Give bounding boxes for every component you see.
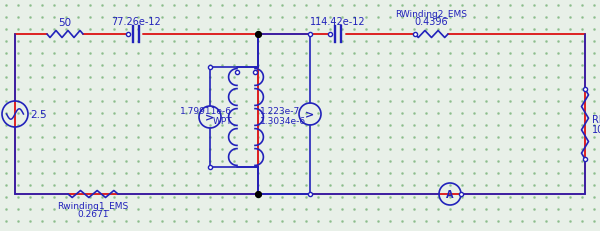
Text: Rload: Rload: [592, 115, 600, 125]
Text: 0.4396: 0.4396: [415, 17, 448, 27]
Text: 0.2671: 0.2671: [77, 209, 109, 218]
Text: 10: 10: [592, 125, 600, 134]
Text: 1.79911e-6: 1.79911e-6: [180, 107, 232, 116]
Text: 77.26e-12: 77.26e-12: [111, 17, 161, 27]
Text: 114.42e-12: 114.42e-12: [310, 17, 366, 27]
Text: RWinding2_EMS: RWinding2_EMS: [395, 10, 467, 19]
Text: 50: 50: [58, 18, 71, 28]
Text: 1.223e-7: 1.223e-7: [260, 107, 300, 116]
Text: 1.3034e-6: 1.3034e-6: [260, 117, 306, 126]
Text: >: >: [205, 113, 215, 123]
Text: >: >: [305, 110, 314, 120]
Text: WPT: WPT: [212, 117, 232, 126]
Text: A: A: [446, 190, 454, 200]
Text: 2.5: 2.5: [30, 109, 47, 119]
Text: Rwinding1_EMS: Rwinding1_EMS: [58, 201, 128, 210]
